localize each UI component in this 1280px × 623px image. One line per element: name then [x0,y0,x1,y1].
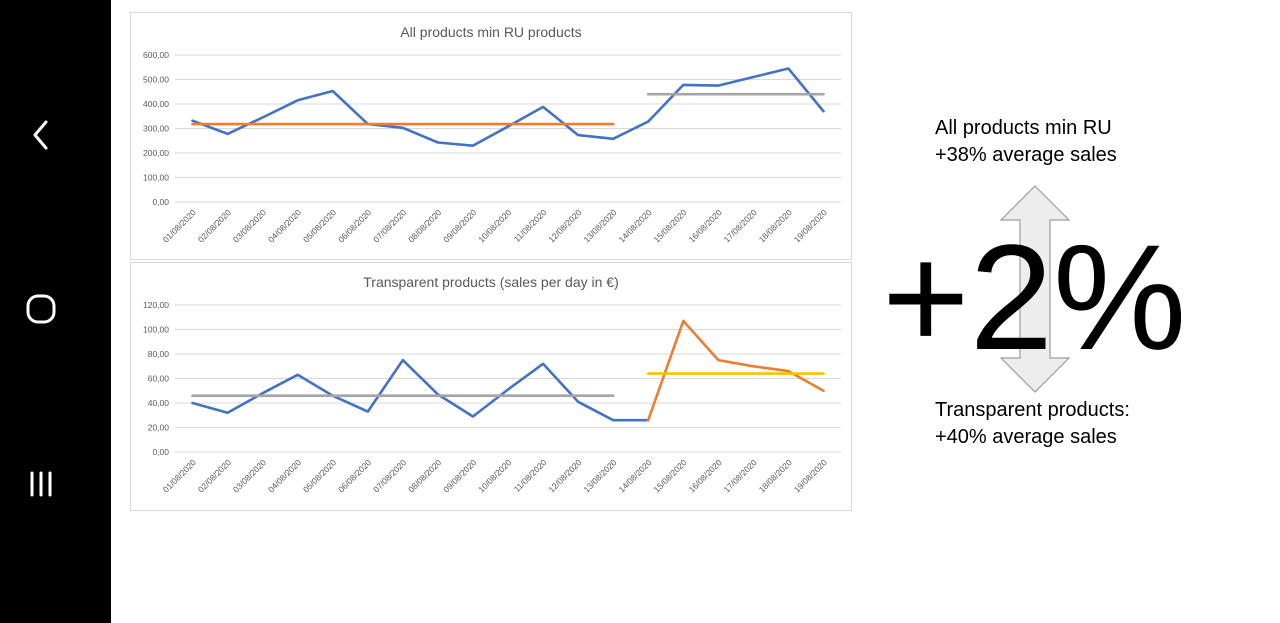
x-tick-label: 11/08/2020 [512,207,549,244]
annotation-top-line1: All products min RU [935,117,1112,139]
x-tick-label: 09/08/2020 [441,207,478,244]
y-tick-label: 120,00 [143,300,169,310]
x-tick-label: 04/08/2020 [266,207,303,244]
y-tick-label: 60,00 [148,374,170,384]
y-tick-label: 600,00 [143,50,169,60]
x-tick-label: 02/08/2020 [196,207,233,244]
y-tick-label: 300,00 [143,124,169,134]
x-tick-label: 14/08/2020 [616,207,653,244]
y-tick-label: 100,00 [143,325,169,335]
circle-home-icon [26,294,56,324]
series-line [191,358,650,422]
series-lines [191,67,825,147]
y-tick-labels: 0,00 20,00 40,00 60,00 80,00 100,00 120,00 [143,300,169,457]
y-tick-label: 80,00 [148,349,170,359]
x-tick-label: 19/08/2020 [792,207,829,244]
annotation-bottom-line1: Transparent products: [935,399,1130,421]
y-tick-label: 200,00 [143,148,169,158]
x-tick-label: 12/08/2020 [546,457,583,494]
x-tick-label: 15/08/2020 [652,207,689,244]
x-tick-label: 13/08/2020 [581,457,618,494]
x-tick-label: 07/08/2020 [371,457,408,494]
x-tick-label: 17/08/2020 [722,207,759,244]
chart-transparent-products-svg: Transparent products (sales per day in €… [143,274,841,494]
annotation-top: All products min RU +38% average sales [935,115,1117,169]
series-line [191,67,825,147]
android-navigation-bar [0,0,111,623]
big-percentage: +2% [882,213,1187,381]
x-tick-label: 19/08/2020 [792,457,829,494]
x-tick-label: 10/08/2020 [476,207,513,244]
y-tick-label: 40,00 [148,398,170,408]
chart-title: Transparent products (sales per day in €… [363,274,619,290]
x-tick-label: 15/08/2020 [652,457,689,494]
x-tick-label: 06/08/2020 [336,457,373,494]
x-tick-label: 17/08/2020 [722,457,759,494]
x-tick-labels: 01/08/202002/08/202003/08/202004/08/2020… [161,207,829,244]
gridlines [175,54,841,203]
x-tick-label: 16/08/2020 [687,207,724,244]
x-tick-label: 07/08/2020 [371,207,408,244]
series-lines [191,319,825,422]
series-line [646,319,825,422]
y-tick-labels: 0,00 100,00 200,00 300,00 400,00 500,00 600,00 [143,50,169,207]
back-button[interactable] [0,105,82,165]
x-tick-label: 09/08/2020 [441,457,478,494]
recents-button[interactable] [0,454,82,514]
x-tick-label: 08/08/2020 [406,457,443,494]
x-tick-label: 05/08/2020 [301,207,338,244]
x-tick-labels: 01/08/202002/08/202003/08/202004/08/2020… [161,457,829,494]
chart-transparent-products: Transparent products (sales per day in €… [130,262,852,511]
y-tick-label: 100,00 [143,173,169,183]
y-tick-label: 0,00 [152,197,169,207]
x-tick-label: 01/08/2020 [161,457,198,494]
x-tick-label: 03/08/2020 [231,207,268,244]
x-tick-label: 03/08/2020 [231,457,268,494]
x-tick-label: 18/08/2020 [757,207,794,244]
home-button[interactable] [0,279,82,339]
gridlines [175,304,841,453]
x-tick-label: 05/08/2020 [301,457,338,494]
x-tick-label: 13/08/2020 [581,207,618,244]
chevron-left-icon [33,120,48,150]
annotation-top-line2: +38% average sales [935,144,1117,166]
x-tick-label: 18/08/2020 [757,457,794,494]
x-tick-label: 08/08/2020 [406,207,443,244]
x-tick-label: 04/08/2020 [266,457,303,494]
y-tick-label: 500,00 [143,75,169,85]
annotation-bottom: Transparent products: +40% average sales [935,397,1130,451]
x-tick-label: 14/08/2020 [616,457,653,494]
x-tick-label: 11/08/2020 [512,457,549,494]
y-tick-label: 400,00 [143,99,169,109]
x-tick-label: 16/08/2020 [687,457,724,494]
chart-all-products: All products min RU products 0,00 100,00 2… [130,12,852,260]
double-arrow-vertical-icon [999,185,1071,393]
y-tick-label: 0,00 [152,447,169,457]
x-tick-label: 06/08/2020 [336,207,373,244]
y-tick-label: 20,00 [148,423,170,433]
annotation-bottom-line2: +40% average sales [935,426,1117,448]
x-tick-label: 01/08/2020 [161,207,198,244]
x-tick-label: 02/08/2020 [196,457,233,494]
three-bars-recents-icon [30,471,52,497]
x-tick-label: 12/08/2020 [546,207,583,244]
chart-title: All products min RU products [400,24,581,40]
x-tick-label: 10/08/2020 [476,457,513,494]
chart-all-products-svg: All products min RU products 0,00 100,00 2… [143,24,841,244]
